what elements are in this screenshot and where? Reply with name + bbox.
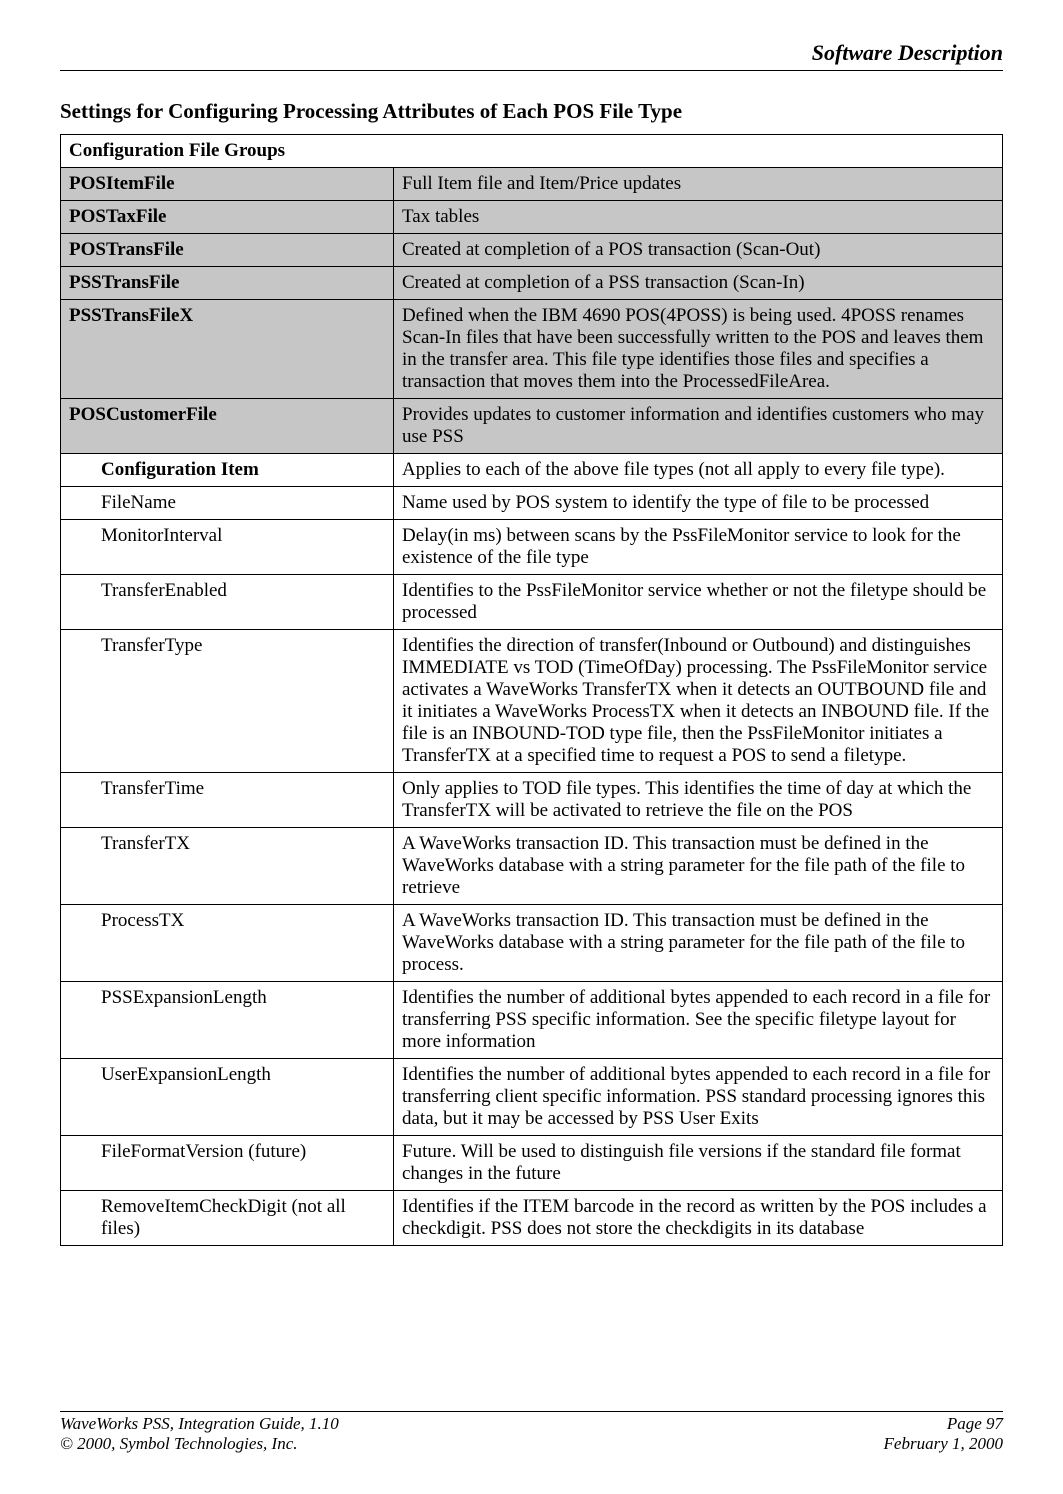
indent-cell	[61, 1136, 94, 1191]
file-group-row: PSSTransFileX Defined when the IBM 4690 …	[61, 300, 1003, 399]
file-group-desc: Defined when the IBM 4690 POS(4POSS) is …	[394, 300, 1003, 399]
footer-page-number: Page 97	[947, 1414, 1003, 1434]
config-item-name: TransferEnabled	[93, 575, 394, 630]
config-item-name: UserExpansionLength	[93, 1059, 394, 1136]
footer-date: February 1, 2000	[884, 1434, 1003, 1454]
config-item-header-desc: Applies to each of the above file types …	[394, 454, 1003, 487]
config-item-desc: Only applies to TOD file types. This ide…	[394, 773, 1003, 828]
config-item-row: TransferType Identifies the direction of…	[61, 630, 1003, 773]
config-item-desc: Identifies the number of additional byte…	[394, 982, 1003, 1059]
file-group-name: POSTaxFile	[61, 201, 394, 234]
config-item-desc: Identifies if the ITEM barcode in the re…	[394, 1191, 1003, 1246]
file-group-row: POSTaxFile Tax tables	[61, 201, 1003, 234]
indent-cell	[61, 905, 94, 982]
config-item-name: TransferTime	[93, 773, 394, 828]
config-item-row: TransferEnabled Identifies to the PssFil…	[61, 575, 1003, 630]
section-title: Settings for Configuring Processing Attr…	[60, 99, 1003, 124]
config-item-desc: Future. Will be used to distinguish file…	[394, 1136, 1003, 1191]
file-group-desc: Created at completion of a PSS transacti…	[394, 267, 1003, 300]
footer-row-1: WaveWorks PSS, Integration Guide, 1.10 P…	[60, 1414, 1003, 1434]
indent-cell	[61, 520, 94, 575]
config-item-desc: Identifies the direction of transfer(Inb…	[394, 630, 1003, 773]
config-item-header-label: Configuration Item	[93, 454, 394, 487]
config-item-row: FileName Name used by POS system to iden…	[61, 487, 1003, 520]
indent-cell	[61, 454, 94, 487]
config-item-name: ProcessTX	[93, 905, 394, 982]
file-group-name: POSItemFile	[61, 168, 394, 201]
file-group-desc: Tax tables	[394, 201, 1003, 234]
file-group-row: POSItemFile Full Item file and Item/Pric…	[61, 168, 1003, 201]
groups-header-row: Configuration File Groups	[61, 135, 1003, 168]
config-item-name: FileName	[93, 487, 394, 520]
indent-cell	[61, 773, 94, 828]
file-group-name: POSCustomerFile	[61, 399, 394, 454]
footer-doc-title: WaveWorks PSS, Integration Guide, 1.10	[60, 1414, 339, 1434]
indent-cell	[61, 1191, 94, 1246]
config-item-name: TransferTX	[93, 828, 394, 905]
config-item-name: FileFormatVersion (future)	[93, 1136, 394, 1191]
config-item-header-row: Configuration Item Applies to each of th…	[61, 454, 1003, 487]
config-item-desc: A WaveWorks transaction ID. This transac…	[394, 828, 1003, 905]
config-item-name: MonitorInterval	[93, 520, 394, 575]
config-item-name: TransferType	[93, 630, 394, 773]
config-item-row: PSSExpansionLength Identifies the number…	[61, 982, 1003, 1059]
config-item-row: FileFormatVersion (future) Future. Will …	[61, 1136, 1003, 1191]
config-item-row: UserExpansionLength Identifies the numbe…	[61, 1059, 1003, 1136]
footer-copyright: © 2000, Symbol Technologies, Inc.	[60, 1434, 298, 1454]
groups-header-cell: Configuration File Groups	[61, 135, 1003, 168]
config-item-desc: Name used by POS system to identify the …	[394, 487, 1003, 520]
indent-cell	[61, 828, 94, 905]
indent-cell	[61, 982, 94, 1059]
config-item-row: MonitorInterval Delay(in ms) between sca…	[61, 520, 1003, 575]
config-item-name: RemoveItemCheckDigit (not all files)	[93, 1191, 394, 1246]
file-group-desc: Full Item file and Item/Price updates	[394, 168, 1003, 201]
header-rule	[60, 70, 1003, 71]
config-item-desc: Delay(in ms) between scans by the PssFil…	[394, 520, 1003, 575]
file-group-desc: Provides updates to customer information…	[394, 399, 1003, 454]
config-item-row: TransferTX A WaveWorks transaction ID. T…	[61, 828, 1003, 905]
config-item-row: TransferTime Only applies to TOD file ty…	[61, 773, 1003, 828]
indent-cell	[61, 575, 94, 630]
config-item-row: RemoveItemCheckDigit (not all files) Ide…	[61, 1191, 1003, 1246]
config-item-row: ProcessTX A WaveWorks transaction ID. Th…	[61, 905, 1003, 982]
config-table: Configuration File Groups POSItemFile Fu…	[60, 134, 1003, 1246]
indent-cell	[61, 487, 94, 520]
page-header-title: Software Description	[60, 40, 1003, 66]
file-group-name: PSSTransFile	[61, 267, 394, 300]
file-group-row: POSCustomerFile Provides updates to cust…	[61, 399, 1003, 454]
indent-cell	[61, 630, 94, 773]
config-item-desc: Identifies the number of additional byte…	[394, 1059, 1003, 1136]
footer-rule	[60, 1411, 1003, 1412]
config-item-desc: A WaveWorks transaction ID. This transac…	[394, 905, 1003, 982]
file-group-row: PSSTransFile Created at completion of a …	[61, 267, 1003, 300]
file-group-row: POSTransFile Created at completion of a …	[61, 234, 1003, 267]
config-item-desc: Identifies to the PssFileMonitor service…	[394, 575, 1003, 630]
indent-cell	[61, 1059, 94, 1136]
page-footer: WaveWorks PSS, Integration Guide, 1.10 P…	[60, 1403, 1003, 1454]
file-group-name: PSSTransFileX	[61, 300, 394, 399]
config-item-name: PSSExpansionLength	[93, 982, 394, 1059]
file-group-desc: Created at completion of a POS transacti…	[394, 234, 1003, 267]
file-group-name: POSTransFile	[61, 234, 394, 267]
footer-row-2: © 2000, Symbol Technologies, Inc. Februa…	[60, 1434, 1003, 1454]
